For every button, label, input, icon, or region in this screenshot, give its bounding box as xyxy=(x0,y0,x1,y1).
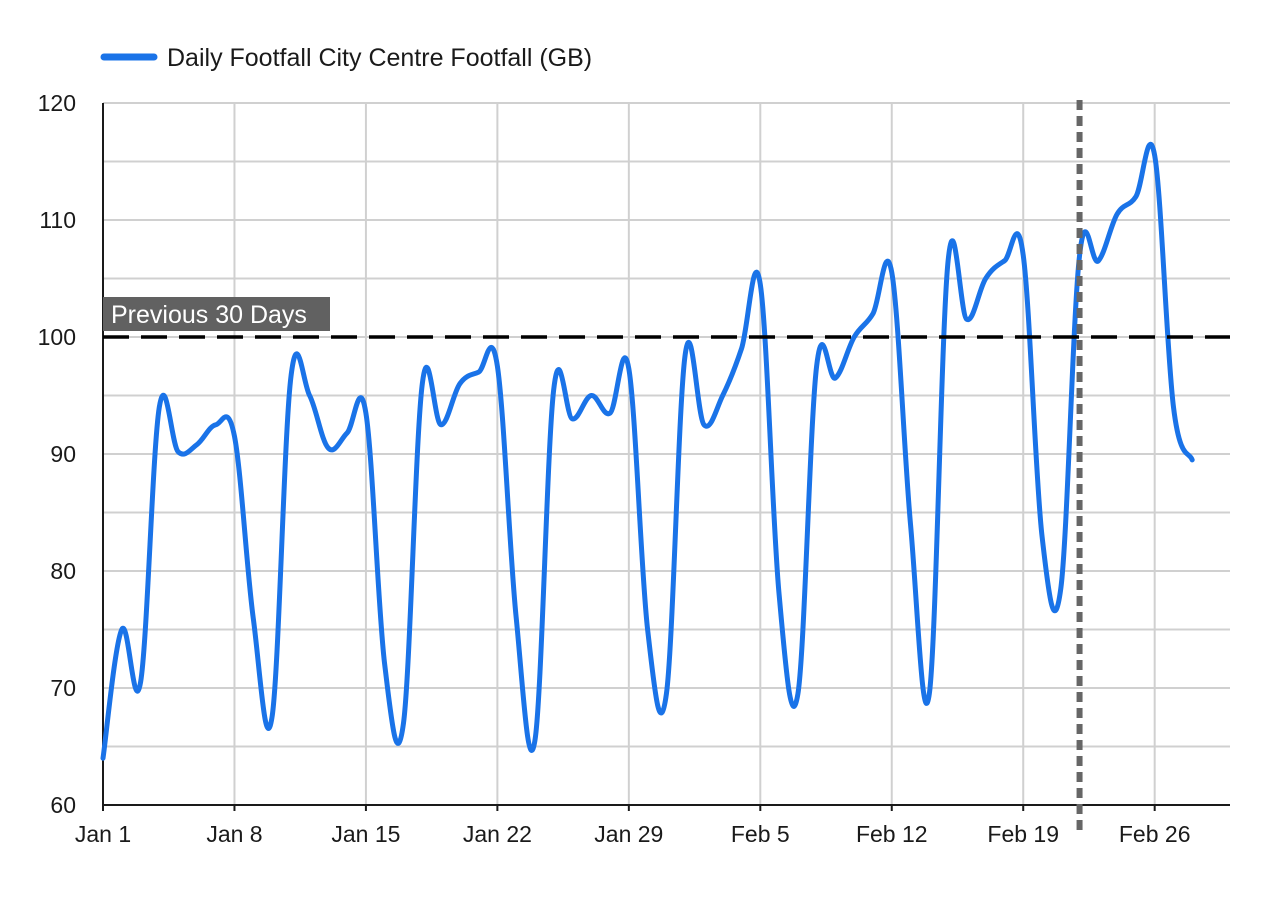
x-tick-label: Jan 22 xyxy=(463,821,532,847)
y-tick-label: 110 xyxy=(39,207,76,233)
x-tick-label: Jan 29 xyxy=(594,821,663,847)
x-tick-label: Jan 8 xyxy=(206,821,262,847)
x-tick-label: Feb 12 xyxy=(856,821,928,847)
x-tick-label: Jan 15 xyxy=(331,821,400,847)
legend-label: Daily Footfall City Centre Footfall (GB) xyxy=(167,44,592,72)
x-tick-label: Jan 1 xyxy=(75,821,131,847)
reference-line-group: Previous 30 Days xyxy=(103,297,1230,339)
legend: Daily Footfall City Centre Footfall (GB) xyxy=(100,44,592,72)
x-tick-label: Feb 5 xyxy=(731,821,790,847)
axes xyxy=(102,103,1230,806)
series-line xyxy=(100,141,1195,761)
y-tick-label: 60 xyxy=(50,792,76,818)
x-tick-label: Feb 19 xyxy=(987,821,1059,847)
series-group xyxy=(100,141,1195,761)
reference-label-box xyxy=(103,297,330,331)
x-tick-label: Feb 26 xyxy=(1119,821,1191,847)
y-tick-labels: 60 70 80 90 100 110 120 xyxy=(38,90,76,818)
y-tick-label: 80 xyxy=(50,558,76,584)
y-tick-label: 90 xyxy=(50,441,76,467)
y-tick-label: 70 xyxy=(50,675,76,701)
y-tick-label: 120 xyxy=(38,90,76,116)
reference-label: Previous 30 Days xyxy=(111,301,307,329)
y-tick-label: 100 xyxy=(38,324,76,350)
grid-lines xyxy=(103,102,1230,806)
x-tick-labels: Jan 1 Jan 8 Jan 15 Jan 22 Jan 29 Feb 5 Feb 12 F… xyxy=(75,805,1191,847)
